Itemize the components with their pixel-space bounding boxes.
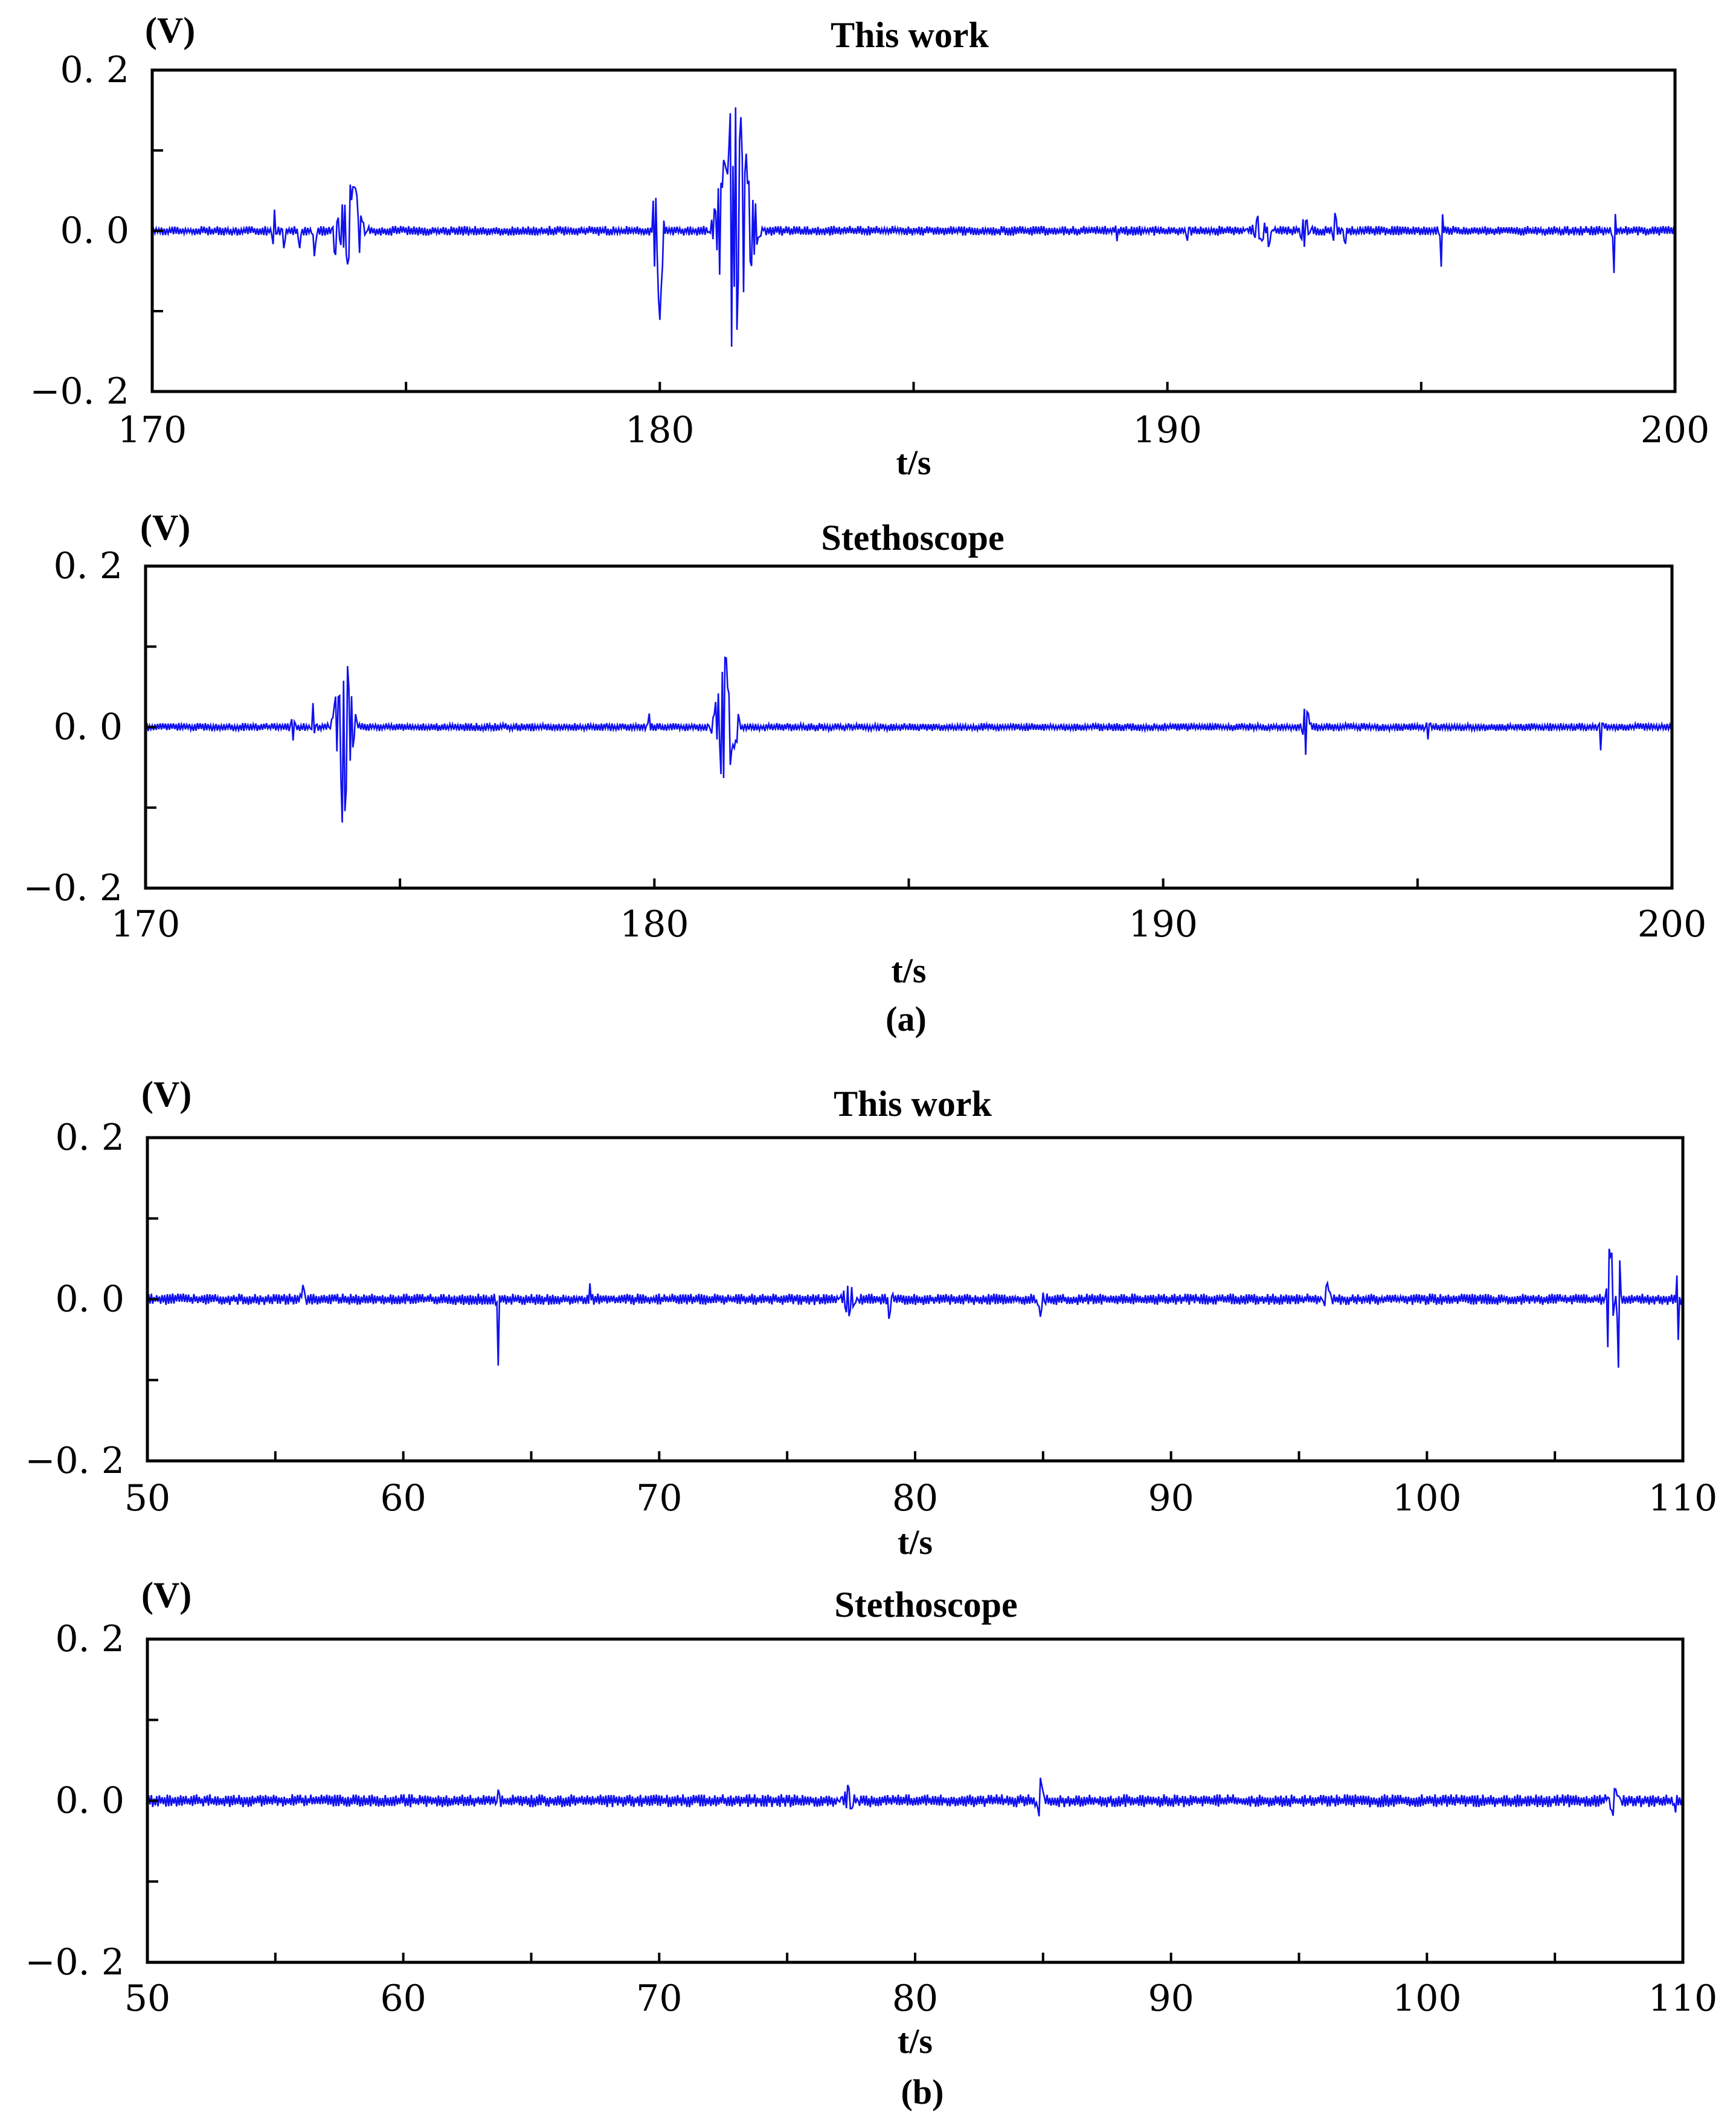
charts: This work (V) −0. 2 0. 0 0. 2 170 180 190 200 t/s… (23, 10, 1717, 2061)
x-tick-label: 190 (1128, 903, 1198, 946)
y-tick-label: 0. 0 (60, 210, 130, 252)
caption-b: (b) (901, 2072, 944, 2112)
y-unit-label: (V) (141, 1575, 191, 1615)
x-tick-label: 70 (636, 1477, 682, 1519)
chart-title: This work (831, 15, 989, 55)
x-tick-label: 100 (1392, 1477, 1462, 1519)
x-tick-label: 50 (124, 1977, 170, 2020)
y-tick-label: −0. 2 (30, 370, 129, 413)
y-tick-label: 0. 0 (56, 1278, 125, 1321)
x-tick-label: 110 (1648, 1977, 1718, 2020)
y-unit-label: (V) (140, 507, 190, 547)
chart-title: Stethoscope (821, 518, 1004, 558)
x-axis-label: t/s (898, 2022, 933, 2061)
x-tick-label: 190 (1133, 409, 1202, 451)
x-axis-label: t/s (898, 1522, 933, 1562)
y-tick-label: −0. 2 (25, 1941, 124, 1983)
x-tick-label: 170 (111, 903, 181, 946)
chart-panel-2: Stethoscope (V) −0. 2 0. 0 0. 2 170 180 190 200 t… (23, 507, 1706, 990)
x-tick-label: 110 (1648, 1477, 1718, 1519)
chart-title: Stethoscope (834, 1585, 1017, 1625)
signal-trace (144, 656, 1672, 823)
x-tick-label: 200 (1641, 409, 1710, 451)
chart-panel-4: Stethoscope (V) −0. 2 0. 0 0. 2 50 60 70 80 90 100… (25, 1575, 1717, 2061)
signal-trace (151, 107, 1675, 347)
x-axis-label: t/s (892, 951, 927, 990)
y-unit-label: (V) (145, 10, 195, 50)
x-tick-label: 50 (124, 1477, 170, 1519)
x-tick-label: 80 (892, 1477, 938, 1519)
chart-panel-1: This work (V) −0. 2 0. 0 0. 2 170 180 190 200 t/s (30, 10, 1709, 482)
y-tick-label: 0. 2 (56, 1618, 125, 1660)
x-tick-label: 100 (1392, 1977, 1462, 2020)
y-tick-label: 0. 2 (54, 545, 123, 587)
y-tick-label: 0. 0 (54, 706, 123, 749)
x-tick-label: 90 (1148, 1977, 1194, 2020)
y-tick-label: 0. 2 (56, 1116, 125, 1159)
y-tick-label: −0. 2 (25, 1440, 124, 1482)
x-tick-label: 180 (625, 409, 695, 451)
x-tick-label: 90 (1148, 1477, 1194, 1519)
signal-trace (146, 1248, 1683, 1368)
y-unit-label: (V) (141, 1074, 191, 1114)
chart-title: This work (834, 1084, 992, 1124)
x-tick-label: 60 (380, 1977, 426, 2020)
x-tick-label: 180 (620, 903, 689, 946)
y-tick-label: 0. 0 (56, 1780, 125, 1822)
caption-a: (a) (886, 999, 927, 1039)
y-tick-label: −0. 2 (23, 867, 123, 909)
x-tick-label: 80 (892, 1977, 938, 2020)
signal-trace (146, 1777, 1683, 1817)
x-tick-label: 200 (1638, 903, 1707, 946)
x-tick-label: 70 (636, 1977, 682, 2020)
chart-panel-3: This work (V) −0. 2 0. 0 0. 2 50 60 70 80 90 100 11… (25, 1074, 1717, 1562)
x-tick-label: 60 (380, 1477, 426, 1519)
y-tick-label: 0. 2 (60, 49, 130, 91)
x-tick-label: 170 (118, 409, 187, 451)
x-axis-label: t/s (896, 443, 931, 482)
